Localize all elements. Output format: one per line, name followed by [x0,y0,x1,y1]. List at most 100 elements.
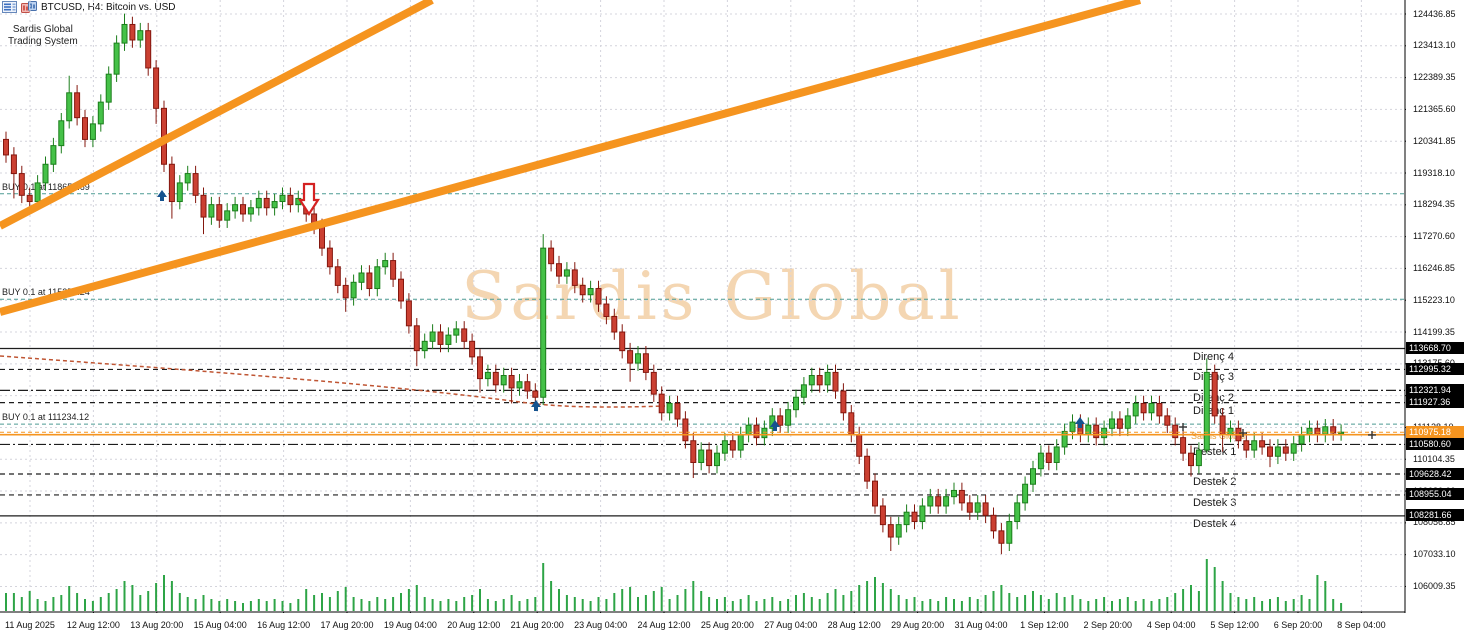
candle [374,266,381,290]
candle [1306,427,1313,436]
candle [848,412,855,436]
volume-bar [1221,581,1224,611]
candle [650,371,657,395]
volume-bar [123,581,126,611]
volume-bar [115,589,118,611]
candle [240,204,246,215]
candle [437,331,444,345]
volume-bar [344,587,347,611]
level-price-badge: 112321.94 [1406,383,1464,396]
time-axis-label: 4 Sep 04:00 [1146,620,1196,630]
volume-bar [384,599,387,611]
candle [1259,440,1266,448]
candle [137,30,144,41]
candle [761,427,768,439]
candle [224,210,231,221]
candle [10,154,17,175]
volume-bar [455,601,458,611]
price-axis-label: 108056.85 [1413,517,1456,528]
time-axis-label: 29 Aug 20:00 [891,620,945,630]
signals-layer [157,182,1376,439]
volume-bar [1237,597,1240,611]
volume-bar [99,597,102,611]
volume-bar [297,599,300,611]
price-axis-label: 120341.85 [1413,135,1456,146]
candle [1227,427,1234,436]
volume-bar [747,595,750,611]
volume-bar [163,575,165,611]
volume-bar [1134,601,1137,611]
price-axis-label: 115223.10 [1413,294,1455,305]
volume-bar [763,599,766,611]
candle [911,511,918,523]
volume-bar [1000,585,1003,611]
price-axis-label: 124436.85 [1413,8,1456,19]
candle [690,440,697,463]
volume-bar [1158,599,1161,611]
volume-bar [510,595,513,611]
candle [1188,452,1194,467]
volume-bar [360,599,363,611]
candle [532,390,539,398]
volume-bar [558,589,560,611]
candle [943,496,950,507]
volume-bar [850,591,853,611]
upper-trendline[interactable] [0,0,434,230]
price-axis-label: 114199.35 [1413,326,1455,337]
volume-bar [1032,591,1034,611]
volume-bar [866,581,869,611]
volume-bar [644,595,647,611]
candle [366,272,373,290]
time-axis-label: 28 Aug 12:00 [827,620,881,630]
candle [484,371,491,380]
candle [856,434,863,457]
candle [737,434,744,451]
volume-bar [629,587,632,611]
candle [982,502,989,516]
corner-watermark-line1: Sardis Global [12,24,73,35]
volume-bar [28,591,31,611]
candle [1101,427,1108,439]
candle [3,138,9,156]
volume-bar [249,601,252,611]
candle [89,123,96,140]
volume-bar [1008,593,1011,611]
price-axis[interactable]: 124436.85 123413.10 122389.35 121365.60 1203… [1406,0,1467,640]
volume-bar [178,593,181,611]
level-label-destek-4: Destek 4 [1193,517,1237,530]
volume-bar [755,601,758,611]
volume-bar [779,601,782,611]
level-price-badge: 110580.60 [1406,437,1464,450]
candle [935,496,942,507]
red-dashed-trend[interactable] [0,355,666,408]
candle [247,207,254,215]
volume-bar [1111,601,1113,611]
volume-bar [281,601,284,611]
candle [548,247,555,265]
volume-bar [502,599,505,611]
level-price-badge: 113668.70 [1406,342,1464,355]
time-axis[interactable]: 11 Aug 2025 12 Aug 12:00 13 Aug 20:00 15 Au… [0,613,1467,640]
volume-bar [1276,597,1279,611]
volume-bar [84,599,86,611]
candle [1140,402,1147,414]
candle [556,263,562,277]
candle [627,350,634,364]
candle [287,194,294,206]
sell-signal-arrow-icon [297,182,321,217]
volume-bar [968,597,971,611]
volume-bar [273,599,276,611]
buy-signal-arrow-icon [1075,417,1085,428]
volume-bar [723,597,726,611]
candle [334,266,341,286]
candle [1251,440,1258,451]
candle [516,381,523,389]
candle [208,204,215,218]
candle [1274,446,1281,457]
quotes-icon [2,1,17,13]
candle [1211,371,1218,417]
lower-trendline[interactable] [0,0,1142,316]
candle [453,328,460,336]
